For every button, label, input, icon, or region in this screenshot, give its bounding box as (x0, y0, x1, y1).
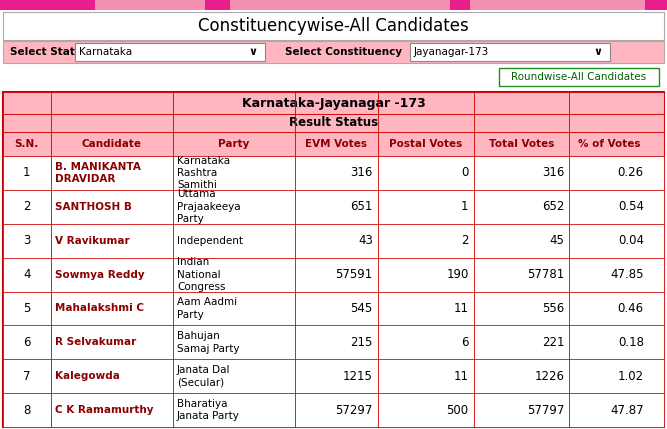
Text: Karnataka
Rashtra
Samithi: Karnataka Rashtra Samithi (177, 156, 230, 190)
Text: Total Votes: Total Votes (489, 139, 554, 149)
Text: 57781: 57781 (527, 268, 564, 281)
Bar (3, 359, 664, 393)
Bar (3, 156, 664, 190)
Text: 1: 1 (23, 166, 31, 179)
Text: 2: 2 (461, 234, 469, 247)
Text: 57591: 57591 (336, 268, 373, 281)
Text: 47.87: 47.87 (610, 404, 644, 417)
Text: 1: 1 (461, 200, 469, 213)
Text: 0.04: 0.04 (618, 234, 644, 247)
Bar (3, 393, 664, 427)
Text: R Selvakumar: R Selvakumar (55, 337, 136, 347)
Text: 5: 5 (23, 302, 31, 315)
Text: C K Ramamurthy: C K Ramamurthy (55, 405, 153, 415)
Bar (230, 0, 450, 10)
Text: Karnataka-Jayanagar -173: Karnataka-Jayanagar -173 (241, 97, 426, 109)
Text: Select State: Select State (10, 47, 82, 57)
Text: Roundwise-All Candidates: Roundwise-All Candidates (512, 72, 646, 82)
Text: 1.02: 1.02 (618, 370, 644, 383)
Text: 1215: 1215 (343, 370, 373, 383)
Text: 316: 316 (350, 166, 373, 179)
Text: Postal Votes: Postal Votes (389, 139, 462, 149)
Bar (3, 12, 664, 40)
Text: 190: 190 (446, 268, 469, 281)
Bar (470, 0, 645, 10)
Text: 4: 4 (23, 268, 31, 281)
Bar (95, 0, 205, 10)
Text: 8: 8 (23, 404, 31, 417)
Text: Jayanagar-173: Jayanagar-173 (414, 47, 490, 57)
Text: 3: 3 (23, 234, 31, 247)
Text: Aam Aadmi
Party: Aam Aadmi Party (177, 297, 237, 320)
Text: Indian
National
Congress: Indian National Congress (177, 257, 225, 292)
Text: B. MANIKANTA
DRAVIDAR: B. MANIKANTA DRAVIDAR (55, 162, 141, 184)
Bar (3, 258, 664, 291)
Bar (3, 92, 664, 114)
Bar (3, 224, 664, 258)
Text: Janata Dal
(Secular): Janata Dal (Secular) (177, 365, 230, 387)
Text: Bharatiya
Janata Party: Bharatiya Janata Party (177, 399, 239, 421)
Text: 6: 6 (23, 336, 31, 349)
Text: Karnataka: Karnataka (79, 47, 132, 57)
Text: 0.54: 0.54 (618, 200, 644, 213)
Text: Constituencywise-All Candidates: Constituencywise-All Candidates (198, 17, 469, 35)
Text: ∨: ∨ (249, 47, 257, 57)
Text: 0.26: 0.26 (618, 166, 644, 179)
Bar (3, 325, 664, 359)
Text: Kalegowda: Kalegowda (55, 371, 119, 381)
Text: 316: 316 (542, 166, 564, 179)
Text: 221: 221 (542, 336, 564, 349)
Text: Independent: Independent (177, 236, 243, 246)
Bar (0, 0, 667, 10)
Text: V Ravikumar: V Ravikumar (55, 236, 129, 246)
Text: 1226: 1226 (534, 370, 564, 383)
Text: 11: 11 (454, 370, 469, 383)
Text: Sowmya Reddy: Sowmya Reddy (55, 269, 144, 280)
Bar (499, 68, 659, 86)
Bar (3, 190, 664, 224)
Text: 500: 500 (446, 404, 469, 417)
Bar (3, 41, 664, 63)
Bar (3, 291, 664, 325)
Text: 215: 215 (350, 336, 373, 349)
Text: 651: 651 (350, 200, 373, 213)
Text: 6: 6 (461, 336, 469, 349)
Text: Select Constituency: Select Constituency (285, 47, 402, 57)
Bar (75, 43, 265, 61)
Text: 2: 2 (23, 200, 31, 213)
Text: SANTHOSH B: SANTHOSH B (55, 202, 131, 212)
Text: 43: 43 (358, 234, 373, 247)
Text: Mahalakshmi C: Mahalakshmi C (55, 303, 143, 314)
Text: 57797: 57797 (527, 404, 564, 417)
Text: 7: 7 (23, 370, 31, 383)
Bar (3, 92, 664, 427)
Text: % of Votes: % of Votes (578, 139, 640, 149)
Text: Party: Party (218, 139, 249, 149)
Text: 0: 0 (462, 166, 469, 179)
Text: EVM Votes: EVM Votes (305, 139, 368, 149)
Text: 0.46: 0.46 (618, 302, 644, 315)
Text: 11: 11 (454, 302, 469, 315)
Text: 0.18: 0.18 (618, 336, 644, 349)
Text: 556: 556 (542, 302, 564, 315)
Text: 545: 545 (351, 302, 373, 315)
Bar (3, 114, 664, 132)
Text: ∨: ∨ (594, 47, 602, 57)
Text: 652: 652 (542, 200, 564, 213)
Text: Candidate: Candidate (82, 139, 141, 149)
Bar (410, 43, 610, 61)
Text: Result Status: Result Status (289, 117, 378, 130)
Text: 47.85: 47.85 (610, 268, 644, 281)
Text: 57297: 57297 (336, 404, 373, 417)
Text: Uttama
Prajaakeeya
Party: Uttama Prajaakeeya Party (177, 190, 241, 224)
Bar (3, 132, 664, 156)
Text: S.N.: S.N. (15, 139, 39, 149)
Text: Bahujan
Samaj Party: Bahujan Samaj Party (177, 331, 239, 353)
Text: 45: 45 (550, 234, 564, 247)
